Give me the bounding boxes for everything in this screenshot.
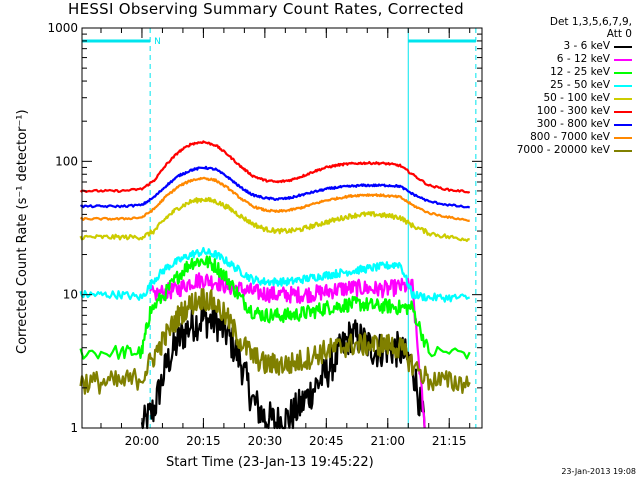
legend-header-attenuator: Att 0 — [606, 28, 632, 40]
legend-entry-label: 25 - 50 keV — [550, 79, 610, 91]
legend: Det 1,3,5,6,7,9, Att 0 3 - 6 keV 6 - 12 k… — [490, 16, 638, 157]
legend-entry-swatch — [614, 59, 632, 61]
legend-entry-label: 100 - 300 keV — [536, 105, 610, 117]
legend-entry-label: 7000 - 20000 keV — [516, 144, 610, 156]
legend-entry: 100 - 300 keV — [490, 105, 638, 118]
y-tick-label: 100 — [55, 154, 78, 168]
legend-entry-label: 3 - 6 keV — [563, 40, 610, 52]
x-tick-label: 20:30 — [248, 434, 283, 448]
x-axis-title: Start Time (23-Jan-13 19:45:22) — [166, 455, 374, 470]
y-tick-label: 1000 — [47, 21, 78, 35]
series-line-8 — [79, 288, 471, 395]
legend-entry-label: 12 - 25 keV — [550, 66, 610, 78]
x-tick-label: 20:15 — [186, 434, 221, 448]
y-tick-label: 1 — [70, 421, 78, 435]
x-tick-label: 20:45 — [309, 434, 344, 448]
legend-entry-label: 50 - 100 keV — [543, 92, 610, 104]
x-tick-label: 21:00 — [370, 434, 405, 448]
plot-frame — [81, 27, 483, 429]
legend-entry-swatch — [614, 124, 632, 126]
legend-entry-swatch — [614, 46, 632, 48]
series-line-1 — [149, 272, 426, 429]
legend-entry-swatch — [614, 111, 632, 113]
attenuator-bar-label: N — [154, 37, 161, 47]
y-tick-label: 10 — [63, 288, 78, 302]
y-axis-title: Corrected Count Rate (s⁻¹ detector⁻¹) — [15, 109, 30, 354]
series-line-2 — [79, 255, 471, 360]
legend-entry-swatch — [614, 137, 632, 139]
x-tick-label: 20:00 — [125, 434, 160, 448]
legend-entry-swatch — [614, 98, 632, 100]
series-line-4 — [79, 196, 470, 243]
legend-entry: 25 - 50 keV — [490, 79, 638, 92]
legend-entry: 7000 - 20000 keV — [490, 144, 638, 157]
legend-header-detectors: Det 1,3,5,6,7,9, — [549, 16, 632, 28]
series-line-6 — [80, 165, 471, 209]
generation-timestamp: 23-Jan-2013 19:08 — [561, 467, 636, 476]
legend-entry: 800 - 7000 keV — [490, 131, 638, 144]
series-line-3 — [79, 246, 470, 303]
legend-entry: 50 - 100 keV — [490, 92, 638, 105]
legend-entry-swatch — [614, 72, 632, 74]
legend-entry: 6 - 12 keV — [490, 53, 638, 66]
series-line-5 — [79, 140, 471, 194]
legend-entry: 12 - 25 keV — [490, 66, 638, 79]
legend-entry-label: 800 - 7000 keV — [530, 131, 610, 143]
legend-entry: 300 - 800 keV — [490, 118, 638, 131]
legend-entry-swatch — [614, 85, 632, 87]
series-line-7 — [80, 176, 470, 222]
chart-title: HESSI Observing Summary Count Rates, Cor… — [68, 0, 464, 18]
legend-entry-label: 6 - 12 keV — [556, 53, 610, 65]
legend-entry-swatch — [614, 150, 632, 152]
x-tick-label: 21:15 — [432, 434, 467, 448]
legend-entry: 3 - 6 keV — [490, 40, 638, 53]
legend-entry-label: 300 - 800 keV — [536, 118, 610, 130]
